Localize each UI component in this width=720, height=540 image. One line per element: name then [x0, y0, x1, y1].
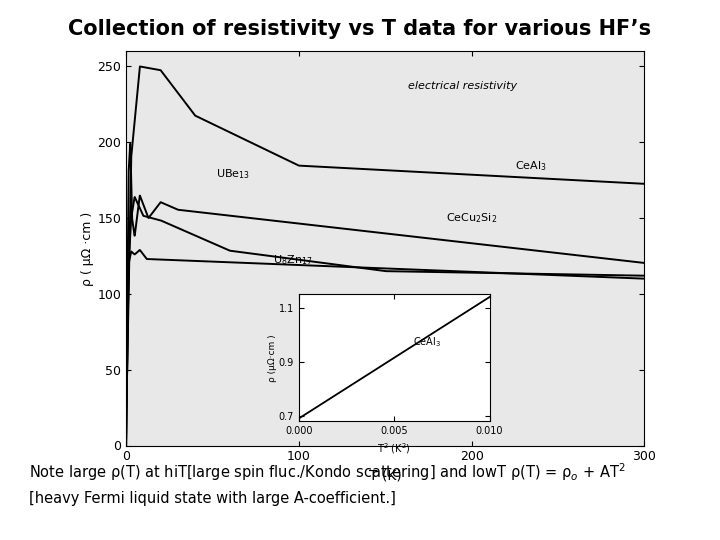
- Text: [heavy Fermi liquid state with large A-coefficient.]: [heavy Fermi liquid state with large A-c…: [29, 491, 396, 507]
- X-axis label: T$^2$ (K$^2$): T$^2$ (K$^2$): [377, 442, 411, 456]
- Y-axis label: ρ ( μΩ ·cm ): ρ ( μΩ ·cm ): [81, 211, 94, 286]
- Text: CeCu$_2$Si$_2$: CeCu$_2$Si$_2$: [446, 211, 497, 225]
- Text: CeAl$_3$: CeAl$_3$: [515, 159, 546, 173]
- X-axis label: T (K): T (K): [369, 469, 402, 483]
- Text: UBe$_{13}$: UBe$_{13}$: [216, 167, 250, 181]
- Y-axis label: ρ (μΩ·cm ): ρ (μΩ·cm ): [268, 334, 277, 382]
- Text: Collection of resistivity vs T data for various HF’s: Collection of resistivity vs T data for …: [68, 19, 652, 39]
- Text: CeAl$_3$: CeAl$_3$: [413, 335, 441, 349]
- Text: U$_8$Zn$_{17}$: U$_8$Zn$_{17}$: [273, 254, 312, 267]
- Text: Note large ρ(T) at hiT[large spin fluc./Kondo scattering] and lowT ρ(T) = ρ$_o$ : Note large ρ(T) at hiT[large spin fluc./…: [29, 462, 626, 483]
- Text: electrical resistivity: electrical resistivity: [408, 81, 518, 91]
